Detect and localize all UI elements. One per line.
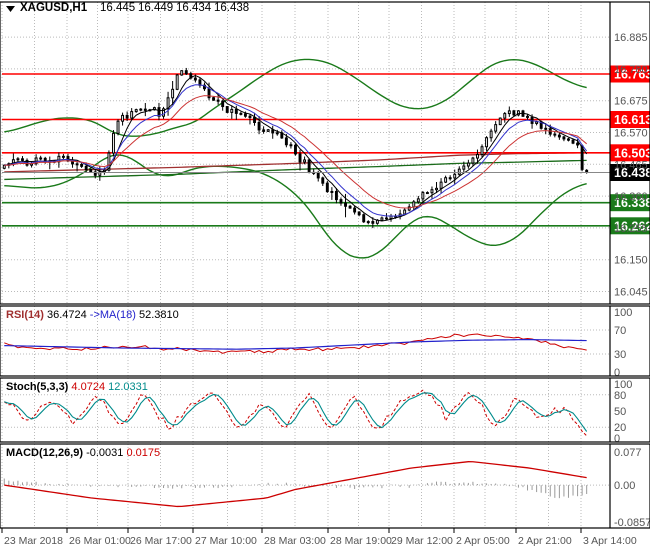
svg-text:-0.0857: -0.0857 — [614, 517, 650, 529]
svg-text:3 Apr 14:00: 3 Apr 14:00 — [583, 535, 637, 547]
svg-text:16.360: 16.360 — [614, 191, 648, 203]
svg-text:16.150: 16.150 — [614, 255, 648, 267]
svg-text:16.465: 16.465 — [614, 159, 648, 171]
svg-text:16.570: 16.570 — [614, 128, 648, 140]
svg-text:MACD(12,26,9) -0.0031 0.0175: MACD(12,26,9) -0.0031 0.0175 — [6, 447, 160, 459]
svg-text:0: 0 — [614, 367, 620, 379]
svg-text:16.438: 16.438 — [214, 2, 249, 14]
svg-text:100: 100 — [614, 307, 632, 319]
svg-text:26 Mar 17:00: 26 Mar 17:00 — [130, 535, 192, 547]
svg-text:16.503: 16.503 — [614, 146, 650, 160]
svg-text:16.613: 16.613 — [614, 113, 650, 127]
svg-text:16.780: 16.780 — [614, 64, 648, 76]
svg-text:28 Mar 19:00: 28 Mar 19:00 — [330, 535, 392, 547]
svg-text:XAGUSD,H1: XAGUSD,H1 — [20, 2, 88, 14]
svg-text:RSI(14) 36.4724 ->MA(18) 52.3: RSI(14) 36.4724 ->MA(18) 52.3810 — [6, 309, 179, 321]
svg-text:30: 30 — [614, 349, 626, 361]
svg-text:0.00: 0.00 — [614, 480, 635, 492]
svg-text:50: 50 — [614, 406, 626, 418]
svg-text:2 Apr 05:00: 2 Apr 05:00 — [456, 535, 510, 547]
svg-text:70: 70 — [614, 325, 626, 337]
svg-text:16.445: 16.445 — [100, 2, 135, 14]
svg-text:16.255: 16.255 — [614, 223, 648, 235]
svg-text:16.675: 16.675 — [614, 96, 648, 108]
svg-text:2 Apr 21:00: 2 Apr 21:00 — [518, 535, 572, 547]
svg-text:26 Mar 01:00: 26 Mar 01:00 — [69, 535, 131, 547]
svg-text:0: 0 — [614, 433, 620, 445]
svg-text:16.885: 16.885 — [614, 32, 648, 44]
svg-text:28 Mar 03:00: 28 Mar 03:00 — [264, 535, 326, 547]
svg-text:29 Mar 12:00: 29 Mar 12:00 — [391, 535, 453, 547]
svg-text:0.077: 0.077 — [614, 447, 642, 459]
svg-text:16.434: 16.434 — [176, 2, 212, 14]
svg-text:16.449: 16.449 — [138, 2, 173, 14]
svg-text:23 Mar 2018: 23 Mar 2018 — [4, 535, 63, 547]
svg-text:27 Mar 10:00: 27 Mar 10:00 — [195, 535, 257, 547]
svg-text:Stoch(5,3,3) 4.0724 12.0331: Stoch(5,3,3) 4.0724 12.0331 — [6, 381, 148, 393]
svg-text:80: 80 — [614, 390, 626, 402]
svg-text:16.045: 16.045 — [614, 287, 648, 299]
